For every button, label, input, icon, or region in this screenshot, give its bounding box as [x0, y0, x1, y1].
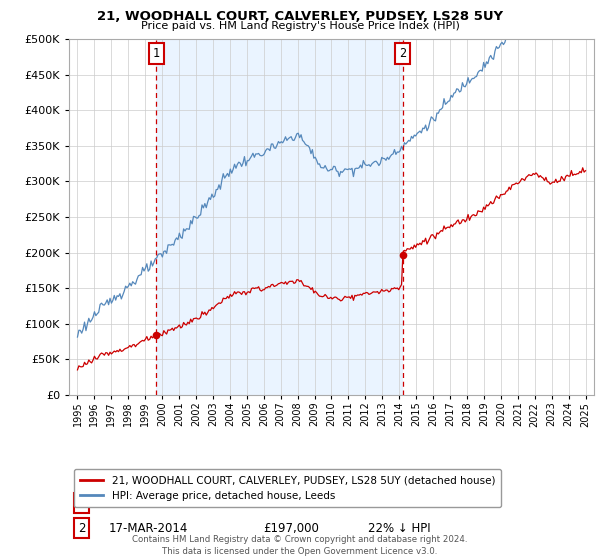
Text: 22% ↓ HPI: 22% ↓ HPI [368, 522, 431, 535]
Text: 1: 1 [78, 497, 85, 510]
Text: 27-AUG-1999: 27-AUG-1999 [109, 497, 187, 510]
Legend: 21, WOODHALL COURT, CALVERLEY, PUDSEY, LS28 5UY (detached house), HPI: Average p: 21, WOODHALL COURT, CALVERLEY, PUDSEY, L… [74, 469, 502, 507]
Text: 17-MAR-2014: 17-MAR-2014 [109, 522, 188, 535]
Text: Contains HM Land Registry data © Crown copyright and database right 2024.
This d: Contains HM Land Registry data © Crown c… [132, 535, 468, 556]
Bar [156, 39, 403, 395]
Text: £197,000: £197,000 [263, 522, 319, 535]
Text: 2: 2 [399, 47, 406, 60]
Text: 2: 2 [78, 522, 85, 535]
Text: 20% ↓ HPI: 20% ↓ HPI [368, 497, 431, 510]
Text: Price paid vs. HM Land Registry's House Price Index (HPI): Price paid vs. HM Land Registry's House … [140, 21, 460, 31]
Text: £84,000: £84,000 [263, 497, 311, 510]
Text: 21, WOODHALL COURT, CALVERLEY, PUDSEY, LS28 5UY: 21, WOODHALL COURT, CALVERLEY, PUDSEY, L… [97, 10, 503, 22]
Text: 1: 1 [152, 47, 160, 60]
